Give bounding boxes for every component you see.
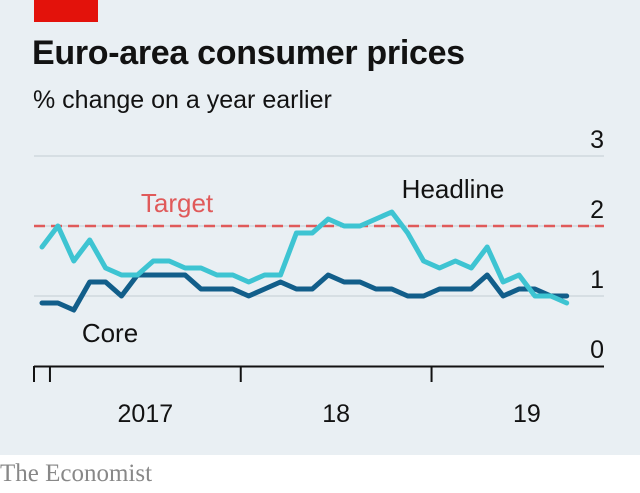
labels-group: Target Headline Core xyxy=(82,174,505,348)
x-axis: 3 2 1 0 2017 18 19 xyxy=(33,126,604,428)
series-line-headline xyxy=(39,209,570,306)
series-line-core xyxy=(39,272,570,313)
x-tick-label: 19 xyxy=(513,400,541,428)
y-tick-label: 2 xyxy=(590,196,604,224)
series-group xyxy=(39,209,570,313)
chart-subtitle: % change on a year earlier xyxy=(33,86,332,114)
chart-figure: Euro-area consumer prices % change on a … xyxy=(0,0,640,455)
x-tick-label: 2017 xyxy=(118,400,174,428)
x-tick-label: 18 xyxy=(322,400,350,428)
y-tick-label: 3 xyxy=(590,126,604,154)
annotation-target: Target xyxy=(141,188,214,218)
y-tick-label: 0 xyxy=(590,336,604,364)
brand-tab xyxy=(34,0,98,22)
source-credit: The Economist xyxy=(0,460,153,487)
y-tick-label: 1 xyxy=(590,266,604,294)
annotation-headline: Headline xyxy=(402,174,505,204)
chart-title: Euro-area consumer prices xyxy=(32,34,465,72)
line-chart: 3 2 1 0 2017 18 19 Target Headline Core xyxy=(33,126,604,428)
annotation-core: Core xyxy=(82,318,138,348)
